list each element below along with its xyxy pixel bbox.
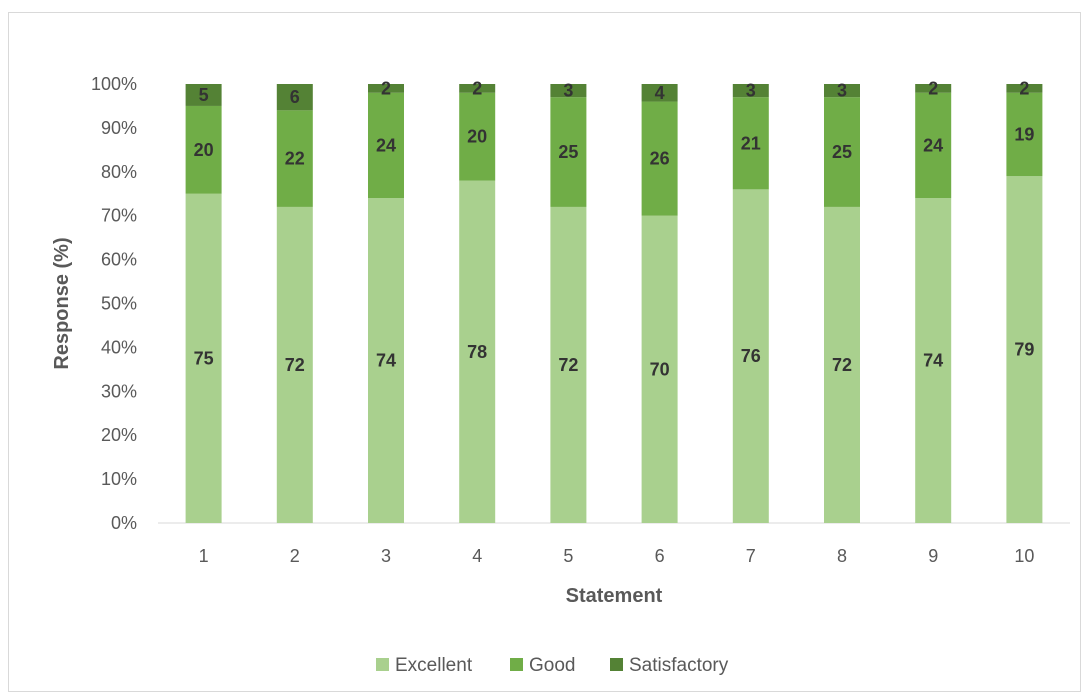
legend-label-good: Good (529, 655, 575, 676)
x-tick-label: 10 (1014, 546, 1034, 566)
data-label: 24 (923, 135, 943, 155)
x-tick-label: 1 (199, 546, 209, 566)
bar-segment-good (276, 110, 313, 207)
legend-label-excellent: Excellent (395, 655, 473, 676)
data-label: 22 (285, 149, 305, 169)
data-label: 24 (376, 135, 396, 155)
data-label: 79 (1014, 340, 1034, 360)
data-label: 2 (1019, 78, 1029, 98)
y-tick-label: 60% (101, 250, 137, 270)
y-tick-label: 20% (101, 425, 137, 445)
x-tick-label: 7 (746, 546, 756, 566)
bar-segment-good (824, 97, 860, 207)
data-label: 21 (741, 133, 761, 153)
data-label: 3 (746, 81, 756, 101)
x-tick-label: 4 (472, 546, 482, 566)
data-label: 76 (741, 346, 761, 366)
x-tick-label: 6 (655, 546, 665, 566)
bar-segment-satisfactory (1006, 84, 1043, 93)
data-label: 20 (467, 127, 487, 147)
data-label: 72 (285, 355, 305, 375)
bar-segment-good (368, 92, 404, 199)
bar-segment-satisfactory (824, 84, 860, 98)
data-label: 70 (650, 359, 670, 379)
legend-swatch-good (510, 658, 523, 671)
y-tick-label: 80% (101, 162, 137, 182)
y-tick-label: 0% (111, 513, 137, 533)
bar-segment-satisfactory (276, 84, 313, 111)
data-label: 4 (655, 83, 665, 103)
y-tick-label: 10% (101, 469, 137, 489)
y-tick-label: 40% (101, 337, 137, 357)
data-label: 74 (923, 351, 943, 371)
x-tick-label: 3 (381, 546, 391, 566)
bar-segment-good (1006, 92, 1043, 177)
data-label: 20 (194, 140, 214, 160)
bar-segment-excellent (550, 206, 587, 524)
legend-swatch-excellent (376, 658, 389, 671)
x-tick-label: 2 (290, 546, 300, 566)
data-label: 2 (928, 78, 938, 98)
bar-segment-satisfactory (459, 84, 496, 93)
bar-segment-excellent (915, 198, 952, 523)
legend-label-satisfactory: Satisfactory (629, 655, 729, 676)
y-tick-label: 70% (101, 206, 137, 226)
bar-segment-good (550, 97, 587, 207)
data-label: 2 (472, 78, 482, 98)
data-label: 25 (558, 142, 578, 162)
bar-segment-satisfactory (641, 84, 678, 102)
data-label: 5 (199, 85, 209, 105)
data-label: 3 (837, 81, 847, 101)
x-tick-label: 9 (928, 546, 938, 566)
data-label: 74 (376, 351, 396, 371)
bar-segment-good (915, 92, 952, 199)
bar-segment-satisfactory (185, 84, 222, 106)
data-label: 72 (832, 355, 852, 375)
y-axis-title: Response (%) (51, 237, 73, 369)
bar-segment-satisfactory (732, 84, 769, 98)
x-tick-label: 5 (563, 546, 573, 566)
data-label: 3 (563, 81, 573, 101)
legend-swatch-satisfactory (610, 658, 623, 671)
legend: Excellent Good Satisfactory (376, 655, 729, 676)
y-tick-label: 50% (101, 294, 137, 314)
x-tick-label: 8 (837, 546, 847, 566)
bar-segment-good (641, 101, 678, 216)
data-label: 78 (467, 342, 487, 362)
bar-segment-excellent (368, 198, 404, 523)
y-tick-label: 90% (101, 118, 137, 138)
data-label: 75 (194, 348, 214, 368)
data-label: 2 (381, 78, 391, 98)
y-tick-label: 30% (101, 381, 137, 401)
bar-segment-excellent (276, 206, 313, 524)
bar-segment-satisfactory (915, 84, 952, 93)
bar-segment-excellent (641, 215, 678, 523)
data-label: 6 (290, 87, 300, 107)
bar-segment-excellent (185, 193, 222, 523)
bar-segment-excellent (732, 189, 769, 524)
y-axis-ticks: 0% 10% 20% 30% 40% 50% 60% 70% 80% 90% 100% (91, 74, 137, 533)
bar-segment-good (732, 97, 769, 190)
bar-segment-excellent (824, 206, 860, 524)
data-label: 19 (1014, 124, 1034, 144)
bar-segment-excellent (459, 180, 496, 523)
x-axis-ticks: 1 2 3 4 5 6 7 8 9 10 (199, 546, 1035, 566)
x-axis-title: Statement (566, 585, 663, 607)
bars: 7520572226742427820272253702647621372253… (185, 78, 1043, 524)
data-label: 26 (650, 149, 670, 169)
bar-segment-excellent (1006, 176, 1043, 523)
bar-segment-good (185, 105, 222, 194)
data-label: 72 (558, 355, 578, 375)
y-tick-label: 100% (91, 74, 137, 94)
bar-segment-good (459, 92, 496, 181)
bar-segment-satisfactory (368, 84, 404, 93)
data-label: 25 (832, 142, 852, 162)
bar-segment-satisfactory (550, 84, 587, 98)
